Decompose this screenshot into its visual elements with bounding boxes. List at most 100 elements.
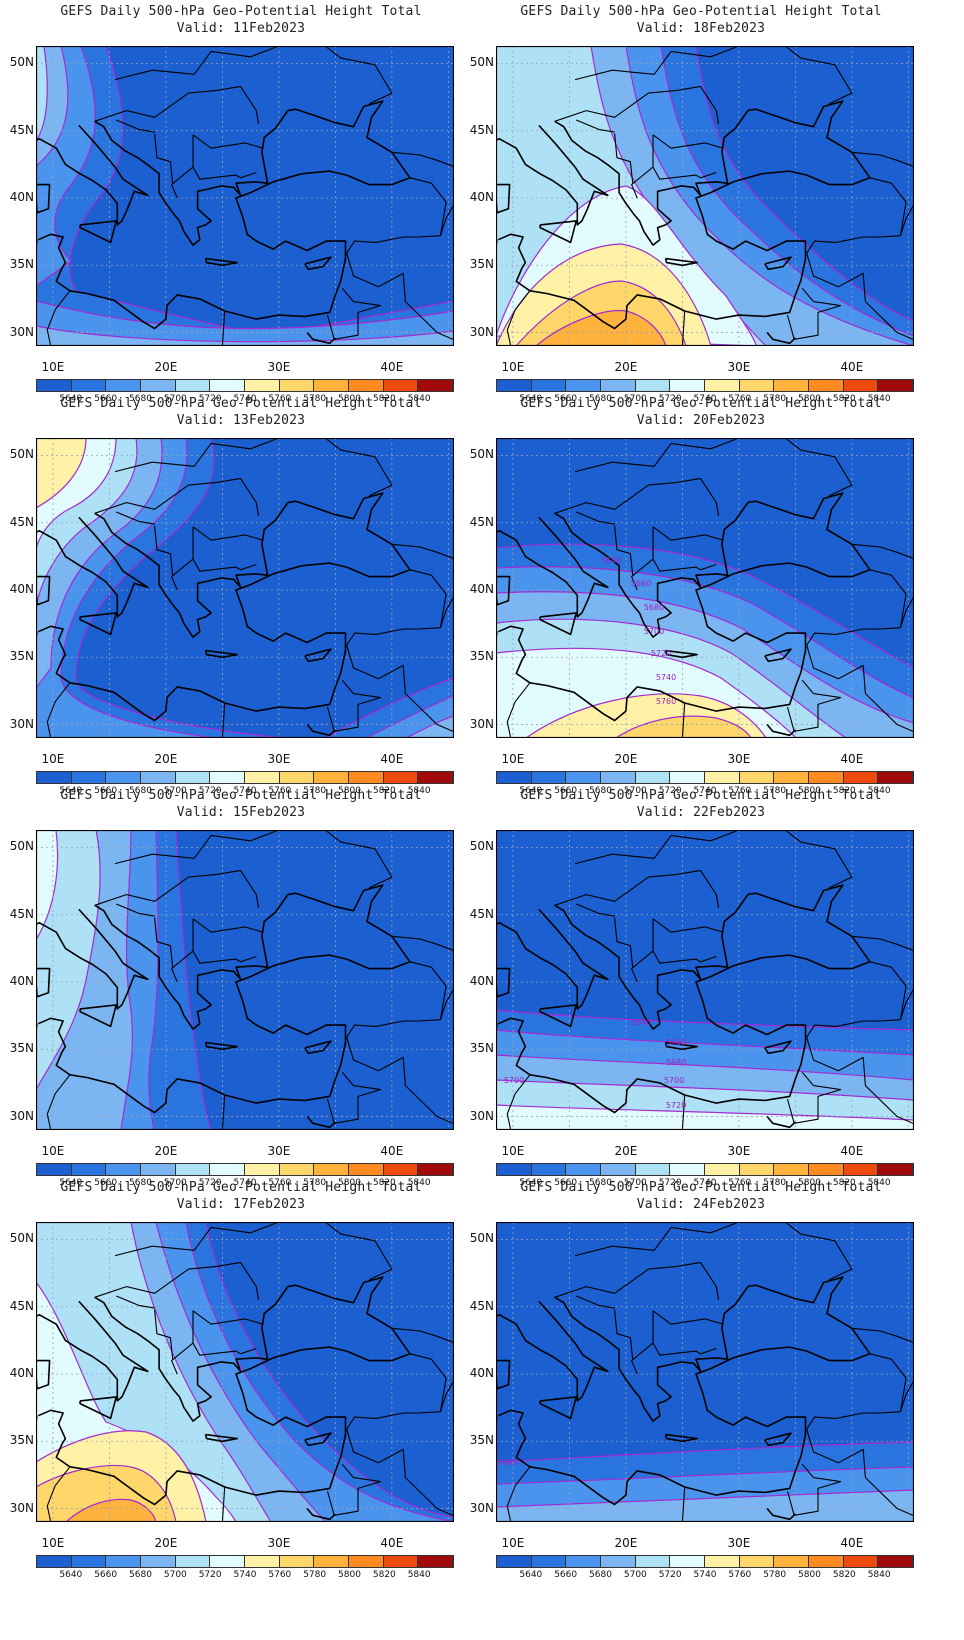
colorbar-level-label: 5760	[268, 394, 292, 404]
longitude-label: 10E	[41, 752, 65, 766]
colorbar-segment	[531, 772, 567, 783]
longitude-label: 20E	[614, 1536, 638, 1550]
colorbar-level-label: 5640	[519, 1570, 543, 1580]
longitude-label: 10E	[501, 752, 525, 766]
colorbar-segment	[175, 380, 211, 391]
colorbar-level-label: 5720	[198, 1570, 222, 1580]
panel-valid-date: Valid: 20Feb2023	[636, 413, 766, 428]
longitude-label: 40E	[380, 1536, 404, 1550]
country-border	[506, 682, 531, 738]
coastline	[539, 612, 577, 636]
country-border	[346, 177, 447, 254]
country-border	[681, 1486, 686, 1522]
longitude-label: 30E	[727, 1536, 751, 1550]
country-border	[631, 526, 654, 591]
coastline	[304, 1040, 332, 1055]
height-map: 5640 5660 5680 5700 5720 5740 5760	[496, 438, 934, 751]
coastline	[304, 1432, 332, 1447]
country-border	[506, 1466, 531, 1522]
colorbar-segment	[279, 380, 315, 391]
colorbar-segment	[175, 1556, 211, 1567]
latitude-label: 40N	[9, 582, 34, 597]
country-border	[114, 830, 281, 865]
panel-title: GEFS Daily 500-hPa Geo-Potential Height …	[0, 787, 482, 821]
colorbar-segment	[531, 380, 567, 391]
country-border	[806, 961, 907, 1038]
latitude-label: 50N	[469, 1231, 494, 1246]
colorbar-segment	[531, 1556, 567, 1567]
height-map	[36, 1222, 474, 1535]
colorbar-level-label: 5780	[763, 1178, 787, 1188]
colorbar-level-label: 5720	[658, 394, 682, 404]
colorbar-level-label: 5820	[372, 786, 396, 796]
country-border	[652, 526, 724, 541]
country-border	[334, 287, 382, 340]
colorbar-level-label: 5680	[129, 786, 152, 796]
coastline	[664, 257, 698, 267]
country-border	[851, 543, 914, 561]
colorbar-segment	[670, 380, 706, 391]
colorbar-level-label: 5800	[338, 394, 361, 404]
latitude-label: 35N	[9, 649, 34, 664]
colorbar-level-label: 5780	[763, 786, 787, 796]
latitude-label: 40N	[9, 974, 34, 989]
colorbar-segment	[739, 380, 775, 391]
colorbar-level-label: 5800	[338, 1178, 361, 1188]
latitude-label: 30N	[9, 1108, 34, 1123]
map-frame	[496, 1222, 914, 1522]
colorbar-segment	[601, 380, 636, 391]
country-border	[324, 438, 393, 497]
colorbar-level-label: 5760	[268, 1570, 292, 1580]
colorbar-segment	[71, 1556, 107, 1567]
longitude-label: 30E	[727, 1144, 751, 1158]
contour-label: 5640	[631, 1018, 651, 1027]
longitude-label: 10E	[41, 360, 65, 374]
colorbar-segment	[279, 1556, 315, 1567]
colorbar-level-label: 5660	[94, 1570, 118, 1580]
country-border	[681, 702, 686, 738]
country-border	[554, 477, 720, 517]
country-border	[899, 596, 914, 628]
contour-label: 5680	[644, 603, 664, 612]
country-border	[46, 682, 71, 738]
map-panel: GEFS Daily 500-hPa Geo-Potential Height …	[0, 0, 482, 410]
colorbar-segment	[878, 1164, 914, 1175]
colorbar-level-label: 5700	[163, 1178, 187, 1188]
country-border	[346, 1429, 454, 1517]
colorbar-level-label: 5780	[303, 1178, 327, 1188]
country-border	[171, 1310, 194, 1375]
latitude-label: 40N	[469, 190, 494, 205]
country-border	[681, 1094, 686, 1130]
colorbar-segment	[245, 1556, 280, 1567]
panel-title-line1: GEFS Daily 500-hPa Geo-Potential Height …	[60, 1180, 422, 1195]
map-frame	[36, 1222, 454, 1522]
map-frame	[496, 438, 914, 738]
coastline	[204, 257, 238, 267]
country-border	[46, 1466, 71, 1522]
colorbar-segment	[843, 772, 879, 783]
colorbar-segment	[349, 772, 384, 783]
colorbar-level-label: 5720	[658, 1570, 682, 1580]
colorbar-segment	[739, 772, 775, 783]
panel-title: GEFS Daily 500-hPa Geo-Potential Height …	[460, 3, 942, 37]
latitude-label: 50N	[9, 55, 34, 70]
coastline	[539, 1396, 577, 1420]
height-map	[36, 46, 474, 359]
coastline	[37, 884, 411, 1114]
colorbar-segment	[809, 380, 844, 391]
latitude-label: 35N	[9, 1041, 34, 1056]
latitude-label: 50N	[469, 55, 494, 70]
country-border	[575, 119, 615, 133]
country-border	[786, 706, 795, 732]
colorbar-level-label: 5700	[623, 1570, 647, 1580]
longitude-label: 40E	[380, 1144, 404, 1158]
panel-valid-date: Valid: 18Feb2023	[636, 21, 766, 36]
colorbar-level-label: 5780	[763, 394, 787, 404]
contour-label: 5660	[631, 579, 651, 588]
country-border	[614, 1309, 634, 1360]
colorbar-segment	[383, 1164, 419, 1175]
colorbar-level-label: 5840	[407, 1570, 431, 1580]
coastline	[497, 1276, 871, 1506]
colorbar-level-label: 5660	[554, 1178, 578, 1188]
panel-title: GEFS Daily 500-hPa Geo-Potential Height …	[460, 787, 942, 821]
